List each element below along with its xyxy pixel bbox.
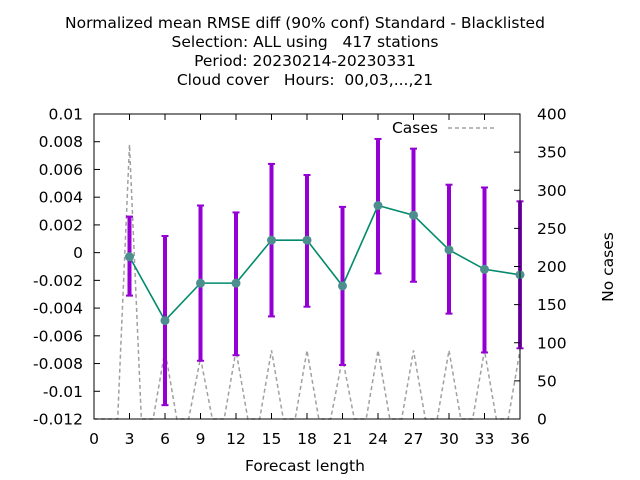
chart-title: Normalized mean RMSE diff (90% conf) Sta…	[0, 14, 610, 90]
y-tick-label: 0.008	[39, 133, 83, 151]
data-point	[480, 264, 489, 274]
x-tick-label: 36	[510, 430, 530, 448]
x-tick-label: 24	[368, 430, 388, 448]
y-tick-label: 0	[73, 244, 83, 262]
y-tick-label: -0.006	[33, 327, 83, 345]
y2-tick-label: 250	[537, 220, 567, 238]
x-axis-label: Forecast length	[245, 457, 365, 475]
data-point	[338, 281, 347, 291]
y2-tick-label: 350	[537, 144, 567, 162]
x-tick-label: 6	[160, 430, 170, 448]
data-point	[125, 252, 134, 262]
y2-tick-label: 200	[537, 258, 567, 276]
y-tick-label: -0.012	[33, 411, 83, 429]
x-tick-label: 15	[262, 430, 282, 448]
y2-tick-label: 400	[537, 106, 567, 124]
x-tick-label: 0	[89, 430, 99, 448]
title-line-3: Period: 20230214-20230331	[194, 52, 416, 70]
y2-tick-label: 150	[537, 296, 567, 314]
y2-axis-label: No cases	[599, 232, 617, 302]
y2-tick-label: 300	[537, 182, 567, 200]
data-point	[160, 316, 170, 326]
y2-tick-label: 0	[537, 411, 547, 429]
title-line-1: Normalized mean RMSE diff (90% conf) Sta…	[65, 14, 545, 32]
data-point	[196, 278, 205, 288]
legend: Cases	[392, 119, 494, 137]
data-point	[267, 235, 276, 245]
title-line-2: Selection: ALL using 417 stations	[171, 33, 439, 51]
x-tick-label: 27	[404, 430, 424, 448]
y-tick-label: -0.01	[43, 383, 83, 401]
y2-tick-label: 100	[537, 334, 567, 352]
series-line	[128, 204, 521, 322]
title-line-4: Cloud cover Hours: 00,03,...,21	[176, 71, 434, 89]
y-tick-label: -0.002	[33, 272, 83, 290]
x-tick-label: 33	[475, 430, 495, 448]
data-point	[373, 201, 383, 210]
x-tick-label: 18	[297, 430, 317, 448]
y-tick-label: 0.002	[39, 216, 83, 234]
data-point	[302, 235, 312, 245]
data-point	[444, 245, 454, 255]
y-tick-label: -0.008	[33, 355, 83, 373]
x-tick-label: 12	[226, 430, 246, 448]
y-tick-label: -0.004	[33, 300, 83, 318]
y-tick-label: 0.006	[39, 161, 83, 179]
y-tick-label: 0.004	[39, 189, 83, 207]
data-point	[409, 210, 418, 220]
x-tick-label: 3	[125, 430, 135, 448]
y2-tick-label: 50	[537, 372, 557, 390]
data-point	[231, 278, 241, 288]
y-tick-label: 0.01	[48, 106, 83, 124]
x-tick-label: 30	[439, 430, 459, 448]
x-tick-label: 21	[333, 430, 353, 448]
legend-label-cases: Cases	[392, 119, 438, 137]
x-tick-label: 9	[196, 430, 206, 448]
